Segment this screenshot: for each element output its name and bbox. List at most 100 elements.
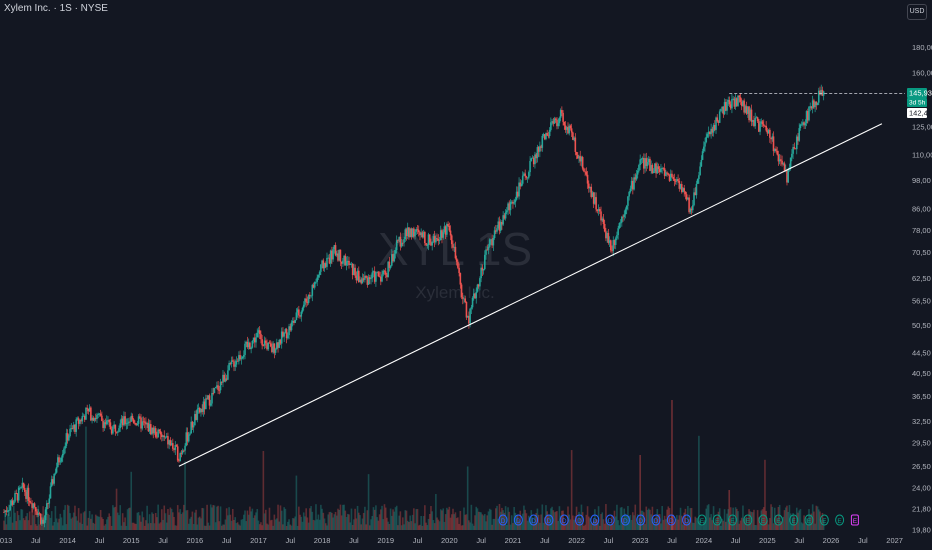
volume-bar <box>563 522 566 530</box>
event-earnings-marker[interactable]: E <box>773 514 783 526</box>
event-dividend-marker[interactable]: D <box>605 514 615 526</box>
volume-bar <box>324 523 327 530</box>
volume-bar <box>54 506 57 530</box>
candle-body <box>709 131 711 135</box>
volume-bar <box>419 524 421 530</box>
candle-body <box>717 121 720 123</box>
volume-bar <box>156 517 158 530</box>
candle-body <box>645 158 648 167</box>
candle-body <box>348 260 350 266</box>
candle-body <box>223 374 226 382</box>
event-earnings-marker[interactable]: E <box>697 514 707 526</box>
event-dividend-marker[interactable]: D <box>544 514 554 526</box>
event-earnings-marker[interactable]: E <box>835 514 845 526</box>
candle-body <box>715 117 717 130</box>
time-axis[interactable]: 2013 Jul 2014 Jul 2015 Jul 2016 Jul 2017 Jul 2018 J… <box>0 536 903 545</box>
volume-bar <box>229 514 232 530</box>
volume-bar <box>71 517 74 530</box>
x-tick-label: 2023 <box>632 536 649 545</box>
currency-button[interactable]: USD <box>907 4 927 20</box>
volume-bar <box>334 512 337 530</box>
volume-bar <box>558 506 561 530</box>
event-dividend-marker[interactable]: D <box>636 514 646 526</box>
volume-bar <box>795 507 798 530</box>
volume-bar <box>27 520 30 530</box>
candle-body <box>652 171 655 174</box>
event-dividend-marker[interactable]: D <box>682 514 692 526</box>
event-dividend-marker[interactable]: D <box>666 514 676 526</box>
event-dividend-marker[interactable]: D <box>590 514 600 526</box>
volume-bar <box>17 515 20 530</box>
volume-bar <box>575 506 578 530</box>
volume-bar <box>786 505 788 530</box>
volume-bar <box>301 521 304 530</box>
event-dividend-marker[interactable]: D <box>498 514 508 526</box>
event-letter: E <box>715 518 720 525</box>
event-dividend-marker[interactable]: D <box>529 514 539 526</box>
x-tick-label: Jul <box>413 536 423 545</box>
event-letter: E <box>700 518 705 525</box>
candle-body <box>684 191 687 195</box>
drawn-lines[interactable] <box>178 92 905 467</box>
volume-bar <box>709 517 711 530</box>
event-dividend-marker[interactable]: D <box>651 514 661 526</box>
candle-body <box>612 240 615 251</box>
volume-bar <box>421 525 424 530</box>
event-earnings-marker[interactable]: E <box>819 514 829 526</box>
volume-bar <box>723 509 726 530</box>
volume-bar <box>450 514 453 530</box>
volume-bar <box>35 524 37 530</box>
candle-body <box>159 431 162 435</box>
volume-bar <box>515 515 518 530</box>
candle-body <box>758 121 760 132</box>
volume-bar <box>331 512 333 530</box>
event-dividend-marker[interactable]: D <box>559 514 569 526</box>
volume-bar <box>172 512 174 530</box>
candle-body <box>143 421 146 423</box>
volume-bar <box>687 506 689 530</box>
candle-body <box>65 433 68 446</box>
event-earnings-marker[interactable]: E <box>743 514 753 526</box>
candle-body <box>290 322 293 331</box>
volume-bar <box>87 517 90 530</box>
volume-bar <box>147 523 150 530</box>
volume-bar <box>36 525 38 530</box>
volume-bar <box>68 505 70 530</box>
event-earnings-marker[interactable]: E <box>804 514 814 526</box>
event-letter: D <box>562 518 567 525</box>
event-dividend-marker[interactable]: D <box>575 514 584 526</box>
volume-bar <box>788 505 791 530</box>
event-upcoming-marker[interactable]: E <box>850 514 859 526</box>
candle-body <box>705 136 708 143</box>
candle-body <box>294 319 296 323</box>
candle-body <box>398 236 400 241</box>
candle-body <box>211 393 213 404</box>
event-earnings-marker[interactable]: E <box>789 514 799 526</box>
volume-bar <box>260 522 262 530</box>
candle-body <box>16 493 19 501</box>
volume-bar <box>460 525 463 530</box>
event-badge <box>835 514 845 526</box>
volume-bar <box>271 519 273 530</box>
volume-bar <box>751 512 754 530</box>
event-earnings-marker[interactable]: E <box>712 514 722 526</box>
volume-bar <box>463 507 465 530</box>
candle-body <box>142 421 145 423</box>
volume-bar <box>12 505 15 530</box>
volume-bar <box>183 504 185 530</box>
volume-bar <box>510 515 513 530</box>
candle-body <box>540 146 542 148</box>
volume-bar <box>598 525 601 530</box>
event-earnings-marker[interactable]: E <box>758 514 768 526</box>
candle-body <box>725 102 727 111</box>
price-axis[interactable]: 180,00 160,00 125,00 110,00 98,00 86,00 78,00 7… <box>912 43 932 535</box>
event-earnings-marker[interactable]: E <box>728 514 737 526</box>
event-dividend-marker[interactable]: D <box>513 514 523 526</box>
volume-bar <box>640 510 643 530</box>
candle-body <box>700 159 703 167</box>
volume-bar <box>816 506 819 530</box>
event-dividend-marker[interactable]: D <box>620 514 630 526</box>
y-tick-label: 180,00 <box>912 43 932 52</box>
